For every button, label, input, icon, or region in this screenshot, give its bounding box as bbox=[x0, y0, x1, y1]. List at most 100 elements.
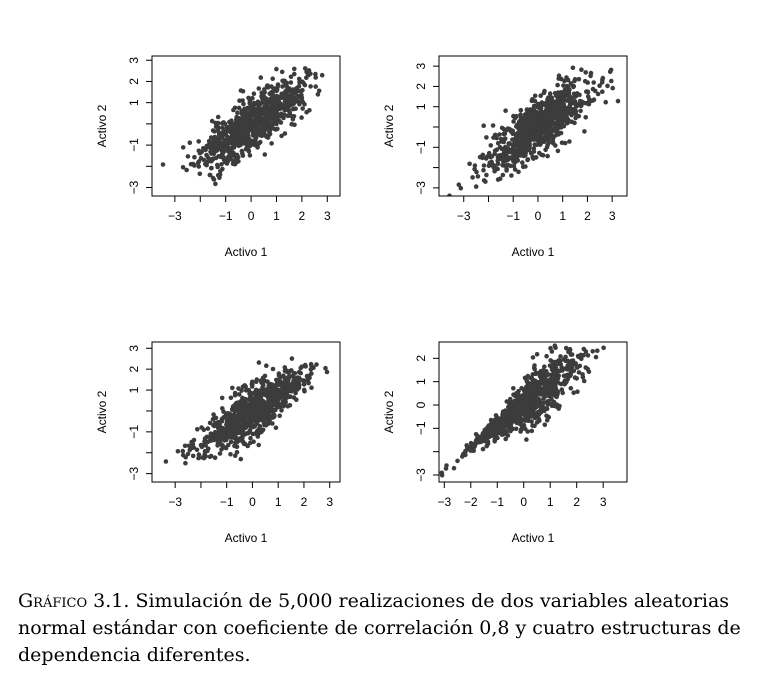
data-point bbox=[249, 381, 255, 387]
data-point bbox=[275, 82, 281, 87]
data-point bbox=[547, 117, 553, 123]
plot-frame bbox=[438, 55, 628, 197]
data-point bbox=[545, 153, 550, 159]
data-point bbox=[571, 390, 576, 396]
data-point bbox=[234, 152, 240, 158]
data-point bbox=[529, 428, 535, 434]
data-point bbox=[491, 165, 497, 170]
data-point bbox=[572, 120, 577, 126]
data-point bbox=[295, 375, 301, 380]
data-point bbox=[175, 449, 181, 454]
data-point bbox=[486, 150, 492, 156]
data-point bbox=[269, 100, 275, 106]
data-point bbox=[285, 378, 291, 383]
data-point bbox=[522, 112, 528, 117]
data-point bbox=[562, 382, 567, 387]
data-point bbox=[501, 150, 507, 155]
data-point bbox=[497, 145, 503, 150]
data-point bbox=[313, 71, 318, 77]
data-point bbox=[258, 402, 264, 408]
data-point bbox=[202, 439, 207, 444]
data-point bbox=[322, 50, 327, 55]
data-point bbox=[545, 382, 550, 388]
data-point bbox=[249, 396, 255, 402]
data-point bbox=[501, 418, 507, 423]
data-point bbox=[292, 87, 298, 92]
y-tick-label: −1 bbox=[127, 425, 141, 439]
data-point bbox=[530, 130, 535, 136]
data-point bbox=[511, 163, 517, 169]
data-point bbox=[252, 406, 257, 411]
data-point bbox=[308, 84, 313, 89]
x-tick-label: 2 bbox=[584, 209, 591, 223]
data-point bbox=[260, 118, 266, 123]
data-point bbox=[273, 115, 279, 121]
data-point bbox=[262, 373, 268, 379]
data-point bbox=[208, 431, 214, 437]
data-point bbox=[470, 175, 475, 180]
data-point bbox=[274, 111, 280, 116]
data-point bbox=[249, 402, 254, 408]
data-point bbox=[534, 137, 540, 143]
data-point bbox=[504, 168, 509, 173]
data-point bbox=[209, 151, 214, 156]
data-point bbox=[240, 115, 246, 120]
data-point bbox=[220, 406, 225, 411]
data-point bbox=[556, 90, 561, 95]
data-point bbox=[264, 400, 270, 406]
data-point bbox=[196, 452, 202, 457]
data-point bbox=[537, 418, 542, 424]
data-point bbox=[481, 163, 487, 168]
data-point bbox=[319, 72, 325, 78]
data-point bbox=[263, 122, 269, 127]
data-point bbox=[269, 141, 274, 146]
data-point bbox=[226, 138, 231, 143]
data-point bbox=[570, 65, 576, 71]
data-point bbox=[257, 407, 263, 412]
data-point bbox=[289, 121, 295, 127]
data-point bbox=[315, 92, 321, 97]
data-point bbox=[160, 162, 166, 167]
data-point bbox=[292, 386, 297, 392]
data-point bbox=[503, 108, 508, 113]
x-tick-label: −3 bbox=[457, 209, 471, 223]
data-point bbox=[543, 147, 548, 153]
data-point bbox=[182, 443, 188, 449]
data-point bbox=[563, 358, 568, 364]
caption-lead: Gráfico 3.1. bbox=[18, 590, 130, 612]
data-point bbox=[219, 140, 225, 146]
data-point bbox=[282, 131, 288, 136]
data-point bbox=[301, 382, 307, 387]
data-point bbox=[593, 354, 599, 360]
data-point bbox=[257, 115, 263, 121]
data-point bbox=[547, 388, 552, 394]
data-point bbox=[270, 421, 275, 426]
data-point bbox=[555, 120, 560, 126]
data-point bbox=[263, 422, 269, 428]
data-point bbox=[526, 402, 531, 407]
data-point bbox=[505, 417, 510, 423]
data-point bbox=[495, 435, 500, 441]
data-point bbox=[296, 369, 302, 375]
data-point bbox=[228, 439, 234, 445]
data-point bbox=[219, 162, 224, 167]
data-point bbox=[260, 385, 265, 390]
x-axis: −3 −1 0 1 2 3 bbox=[168, 482, 333, 509]
x-tick-label: 0 bbox=[520, 495, 527, 509]
data-point bbox=[481, 167, 486, 173]
data-point bbox=[215, 443, 220, 448]
data-point bbox=[504, 154, 509, 160]
data-point bbox=[583, 70, 588, 75]
data-point bbox=[555, 82, 560, 88]
data-point bbox=[232, 453, 238, 459]
data-point bbox=[615, 98, 621, 104]
data-point bbox=[284, 387, 289, 392]
data-point bbox=[564, 83, 570, 89]
data-point bbox=[309, 371, 314, 376]
data-point bbox=[585, 353, 591, 358]
data-point bbox=[258, 139, 263, 145]
x-tick-label: 2 bbox=[573, 495, 580, 509]
data-point bbox=[491, 135, 496, 140]
data-point bbox=[534, 352, 540, 357]
data-point bbox=[568, 386, 574, 391]
